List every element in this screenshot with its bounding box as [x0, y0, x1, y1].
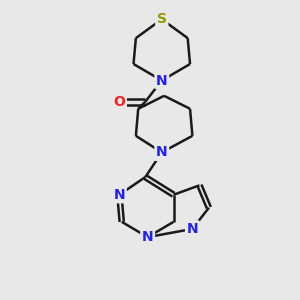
Text: N: N [114, 188, 125, 202]
Text: O: O [113, 95, 125, 109]
Text: N: N [142, 230, 154, 244]
Text: N: N [156, 146, 168, 159]
Text: S: S [157, 12, 167, 26]
Text: N: N [156, 74, 168, 88]
Text: N: N [187, 222, 198, 236]
